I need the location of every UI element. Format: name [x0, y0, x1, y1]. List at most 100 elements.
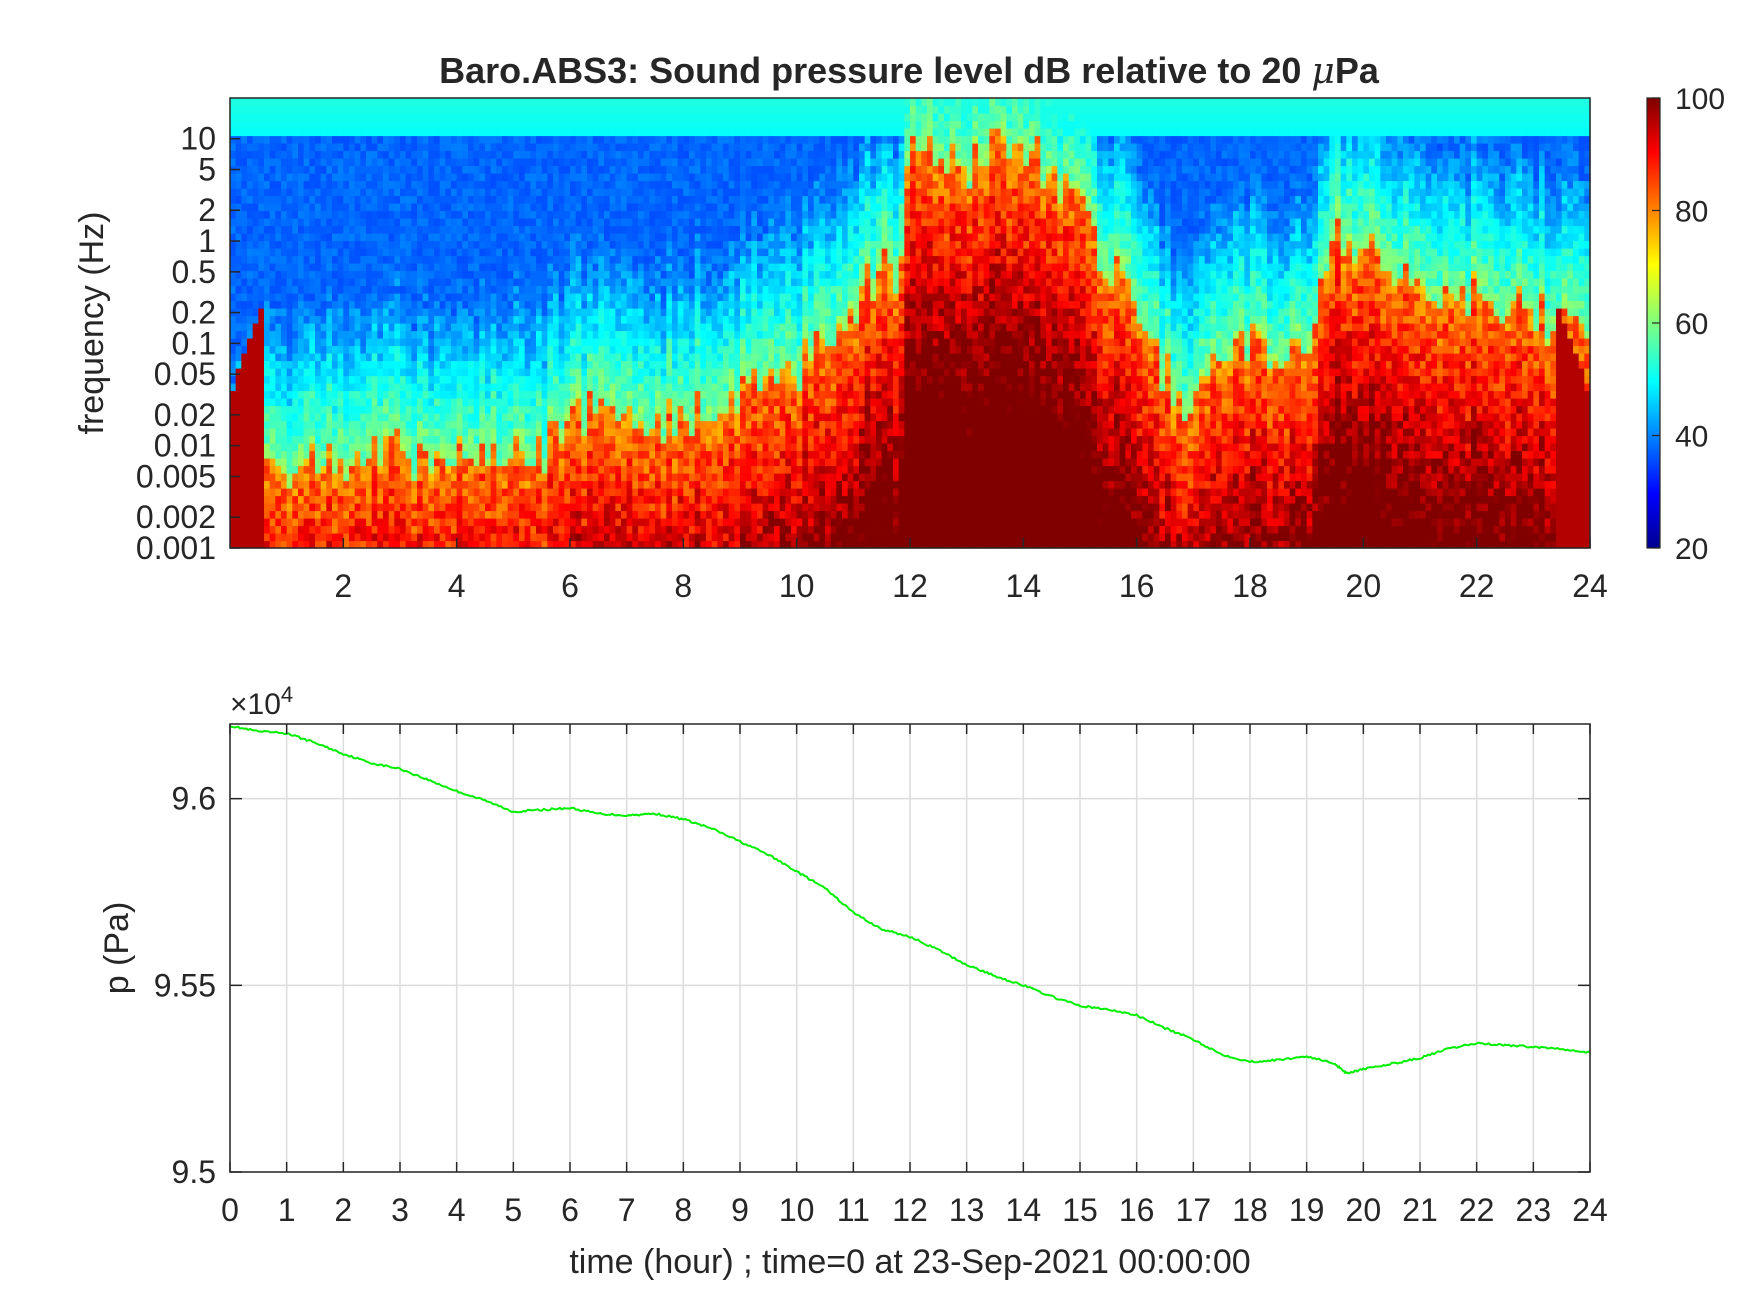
spectrogram-cell — [360, 203, 367, 212]
spectrogram-cell — [592, 173, 599, 182]
spectrogram-cell — [519, 398, 526, 407]
spectrogram-cell — [298, 173, 305, 182]
spectrogram-cell — [587, 135, 594, 144]
spectrogram-cell — [456, 270, 463, 279]
spectrogram-cell — [292, 233, 299, 242]
spectrogram-cell — [439, 405, 446, 414]
spectrogram-cell — [388, 510, 395, 519]
spectrogram-cell — [252, 518, 259, 527]
spectrogram-cell — [677, 480, 684, 489]
spectrogram-cell — [230, 233, 237, 242]
spectrogram-cell — [366, 503, 373, 512]
spectrogram-cell — [320, 405, 327, 414]
spectrogram-cell — [490, 345, 497, 354]
spectrogram-cell — [366, 375, 373, 384]
spectrogram-cell — [275, 473, 282, 482]
spectrogram-cell — [638, 390, 645, 399]
spectrogram-cell — [655, 323, 662, 332]
spectrogram-cell — [445, 195, 452, 204]
spectrogram-cell — [235, 495, 242, 504]
spectrogram-cell — [332, 233, 339, 242]
spectrogram-cell — [672, 413, 679, 422]
spectrogram-cell — [343, 405, 350, 414]
spectrogram-cell — [456, 428, 463, 437]
spectrogram-cell — [598, 225, 605, 234]
spectrogram-cell — [490, 300, 497, 309]
spectrogram-cell — [462, 255, 469, 264]
spectrogram-cell — [269, 263, 276, 272]
spectrogram-cell — [468, 128, 475, 137]
spectrogram-cell — [394, 173, 401, 182]
spectrogram-cell — [553, 113, 560, 122]
spectrogram-cell — [507, 293, 514, 302]
spectrogram-cell — [275, 375, 282, 384]
spectrogram-cell — [247, 255, 254, 264]
spectrogram-cell — [496, 465, 503, 474]
spectrogram-cell — [541, 143, 548, 152]
spectrogram-cell — [683, 495, 690, 504]
spectrogram-cell — [400, 98, 407, 107]
spectrogram-cell — [536, 495, 543, 504]
spectrogram-cell — [434, 308, 441, 317]
spectrogram-cell — [592, 368, 599, 377]
spectrogram-cell — [632, 188, 639, 197]
spectrogram-cell — [468, 143, 475, 152]
spectrogram-cell — [473, 255, 480, 264]
spectrogram-cell — [445, 158, 452, 167]
spectrogram-cell — [536, 248, 543, 257]
spectrogram-cell — [394, 435, 401, 444]
spectrogram-cell — [683, 98, 690, 107]
spectrogram-cell — [434, 450, 441, 459]
spectrogram-cell — [592, 383, 599, 392]
spectrogram-cell — [434, 113, 441, 122]
spectrogram-cell — [513, 383, 520, 392]
spectrogram-cell — [269, 255, 276, 264]
spectrogram-cell — [383, 413, 390, 422]
spectrogram-cell — [666, 540, 673, 549]
spectrogram-cell — [575, 143, 582, 152]
spectrogram-cell — [558, 315, 565, 324]
spectrogram-cell — [411, 353, 418, 362]
spectrogram-cell — [445, 173, 452, 182]
spectrogram-cell — [315, 413, 322, 422]
spectrogram-cell — [666, 180, 673, 189]
spectrogram-cell — [275, 360, 282, 369]
spectrogram-cell — [553, 510, 560, 519]
spectrogram-cell — [315, 240, 322, 249]
spectrogram-cell — [337, 98, 344, 107]
spectrogram-cell — [598, 383, 605, 392]
spectrogram-cell — [400, 278, 407, 287]
spectrogram-cell — [439, 390, 446, 399]
spectrogram-cell — [332, 473, 339, 482]
spectrogram-cell — [672, 195, 679, 204]
spectrogram-cell — [292, 443, 299, 452]
spectrogram-cell — [519, 383, 526, 392]
spectrogram-cell — [258, 255, 265, 264]
spectrogram-cell — [547, 308, 554, 317]
spectrogram-cell — [377, 540, 384, 549]
spectrogram-cell — [439, 150, 446, 159]
spectrogram-cell — [405, 503, 412, 512]
spectrogram-cell — [349, 308, 356, 317]
spectrogram-cell — [405, 368, 412, 377]
spectrogram-cell — [553, 458, 560, 467]
spectrogram-cell — [553, 293, 560, 302]
spectrogram-cell — [587, 255, 594, 264]
spectrogram-cell — [428, 338, 435, 347]
spectrogram-cell — [337, 495, 344, 504]
spectrogram-cell — [281, 240, 288, 249]
spectrogram-cell — [462, 195, 469, 204]
spectrogram-cell — [541, 533, 548, 542]
spectrogram-cell — [507, 503, 514, 512]
spectrogram-cell — [422, 195, 429, 204]
spectrogram-cell — [632, 105, 639, 114]
spectrogram-cell — [570, 480, 577, 489]
spectrogram-cell — [547, 113, 554, 122]
spectrogram-cell — [519, 518, 526, 527]
spectrogram-cell — [541, 443, 548, 452]
spectrogram-cell — [485, 285, 492, 294]
spectrogram-cell — [417, 360, 424, 369]
spectrogram-cell — [490, 480, 497, 489]
spectrogram-cell — [524, 105, 531, 114]
spectrogram-cell — [564, 510, 571, 519]
